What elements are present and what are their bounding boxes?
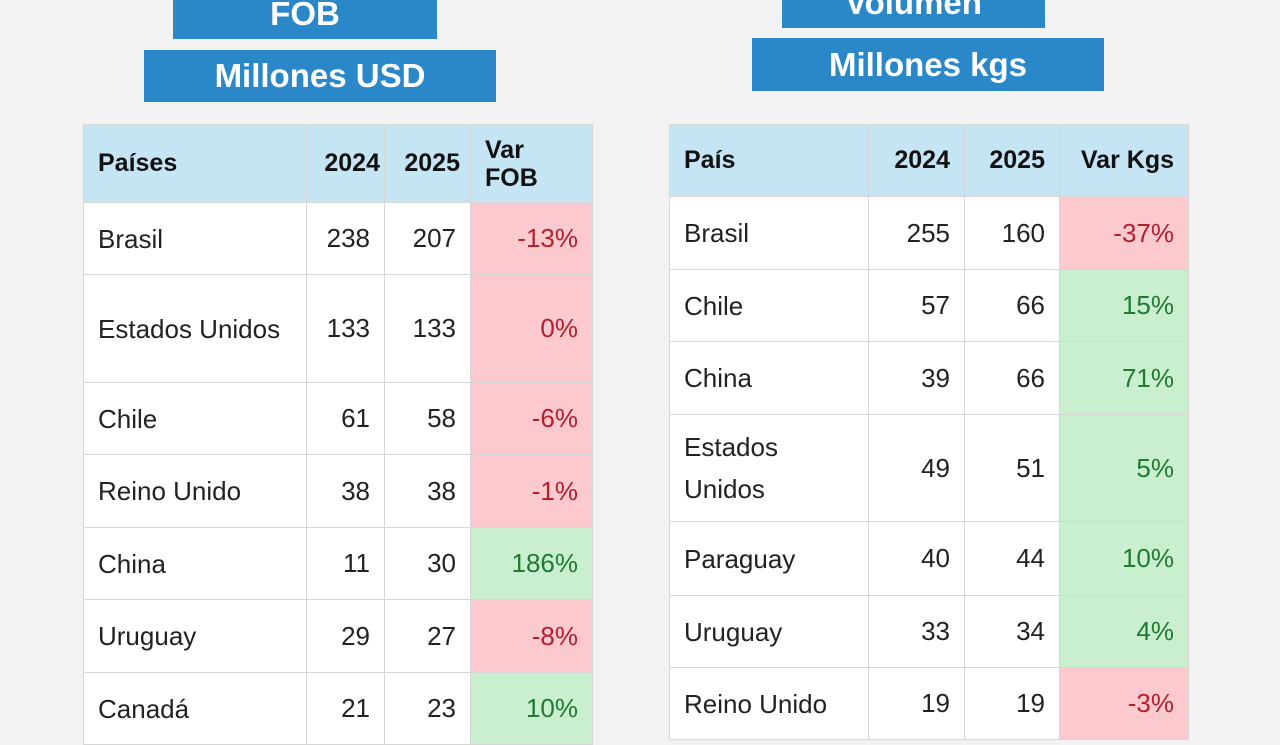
variation-cell: 71% [1059, 341, 1189, 415]
value-2024-cell: 21 [306, 672, 385, 745]
table-row: Brasil 255 160 -37% [669, 196, 1189, 270]
value-2025-cell: 34 [964, 595, 1060, 668]
header-2024: 2024 [868, 124, 965, 197]
table-header-row: Países 2024 2025 Var FOB [83, 124, 593, 203]
country-cell: Uruguay [669, 595, 869, 668]
value-2025-cell: 160 [964, 196, 1060, 270]
header-var-kgs: Var Kgs [1059, 124, 1189, 197]
country-cell: Chile [669, 269, 869, 342]
value-2024-cell: 40 [868, 521, 965, 596]
table-row: China 39 66 71% [669, 341, 1189, 415]
variation-cell: -37% [1059, 196, 1189, 270]
value-2025-cell: 38 [384, 454, 471, 528]
country-cell: Estados Unidos [669, 414, 869, 522]
table-row: Chile 57 66 15% [669, 269, 1189, 342]
value-2025-cell: 44 [964, 521, 1060, 596]
variation-cell: 15% [1059, 269, 1189, 342]
value-2025-cell: 133 [384, 274, 471, 383]
variation-cell: 0% [470, 274, 593, 383]
value-2024-cell: 29 [306, 599, 385, 673]
variation-cell: -13% [470, 202, 593, 275]
fob-units-badge: Millones USD [144, 50, 496, 102]
table-row: China 11 30 186% [83, 527, 593, 600]
value-2024-cell: 133 [306, 274, 385, 383]
variation-cell: -6% [470, 382, 593, 455]
table-header-row: País 2024 2025 Var Kgs [669, 124, 1189, 197]
variation-cell: 186% [470, 527, 593, 600]
value-2024-cell: 61 [306, 382, 385, 455]
country-cell: Estados Unidos [83, 274, 307, 383]
volume-title-badge: Volumen [782, 0, 1045, 28]
country-cell: Canadá [83, 672, 307, 745]
value-2025-cell: 207 [384, 202, 471, 275]
volume-table: País 2024 2025 Var Kgs Brasil 255 160 -37% C… [669, 124, 1189, 740]
fob-table: Países 2024 2025 Var FOB Brasil 238 207 -13… [83, 124, 593, 745]
variation-cell: -1% [470, 454, 593, 528]
value-2025-cell: 27 [384, 599, 471, 673]
header-2025: 2025 [384, 124, 471, 203]
value-2025-cell: 30 [384, 527, 471, 600]
variation-cell: 10% [1059, 521, 1189, 596]
value-2024-cell: 238 [306, 202, 385, 275]
country-cell: Reino Unido [669, 667, 869, 740]
variation-cell: -3% [1059, 667, 1189, 740]
variation-cell: 4% [1059, 595, 1189, 668]
country-cell: China [669, 341, 869, 415]
header-country: País [669, 124, 869, 197]
table-row: Reino Unido 38 38 -1% [83, 454, 593, 528]
value-2024-cell: 49 [868, 414, 965, 522]
volume-units-badge: Millones kgs [752, 38, 1104, 91]
table-row: Reino Unido 19 19 -3% [669, 667, 1189, 740]
table-row: Brasil 238 207 -13% [83, 202, 593, 275]
variation-cell: -8% [470, 599, 593, 673]
header-2024: 2024 [306, 124, 385, 203]
country-cell: Paraguay [669, 521, 869, 596]
header-var-line1: Var [485, 135, 524, 164]
country-cell: Brasil [83, 202, 307, 275]
header-2025: 2025 [964, 124, 1060, 197]
header-country: Países [83, 124, 307, 203]
value-2025-cell: 19 [964, 667, 1060, 740]
value-2024-cell: 38 [306, 454, 385, 528]
country-cell: Uruguay [83, 599, 307, 673]
table-row: Canadá 21 23 10% [83, 672, 593, 745]
value-2024-cell: 19 [868, 667, 965, 740]
value-2025-cell: 58 [384, 382, 471, 455]
country-cell: Chile [83, 382, 307, 455]
table-row: Paraguay 40 44 10% [669, 521, 1189, 596]
value-2024-cell: 39 [868, 341, 965, 415]
value-2024-cell: 255 [868, 196, 965, 270]
value-2024-cell: 33 [868, 595, 965, 668]
value-2025-cell: 66 [964, 269, 1060, 342]
value-2025-cell: 66 [964, 341, 1060, 415]
fob-title-badge: FOB [173, 0, 437, 39]
country-cell: China [83, 527, 307, 600]
value-2025-cell: 23 [384, 672, 471, 745]
variation-cell: 10% [470, 672, 593, 745]
table-row: Chile 61 58 -6% [83, 382, 593, 455]
country-cell: Reino Unido [83, 454, 307, 528]
table-row: Uruguay 33 34 4% [669, 595, 1189, 668]
table-row: Estados Unidos 133 133 0% [83, 274, 593, 383]
header-var-line2: FOB [485, 163, 538, 192]
country-cell: Brasil [669, 196, 869, 270]
table-row: Uruguay 29 27 -8% [83, 599, 593, 673]
header-var-fob: Var FOB [470, 124, 593, 203]
value-2024-cell: 57 [868, 269, 965, 342]
value-2024-cell: 11 [306, 527, 385, 600]
value-2025-cell: 51 [964, 414, 1060, 522]
variation-cell: 5% [1059, 414, 1189, 522]
table-row: Estados Unidos 49 51 5% [669, 414, 1189, 522]
